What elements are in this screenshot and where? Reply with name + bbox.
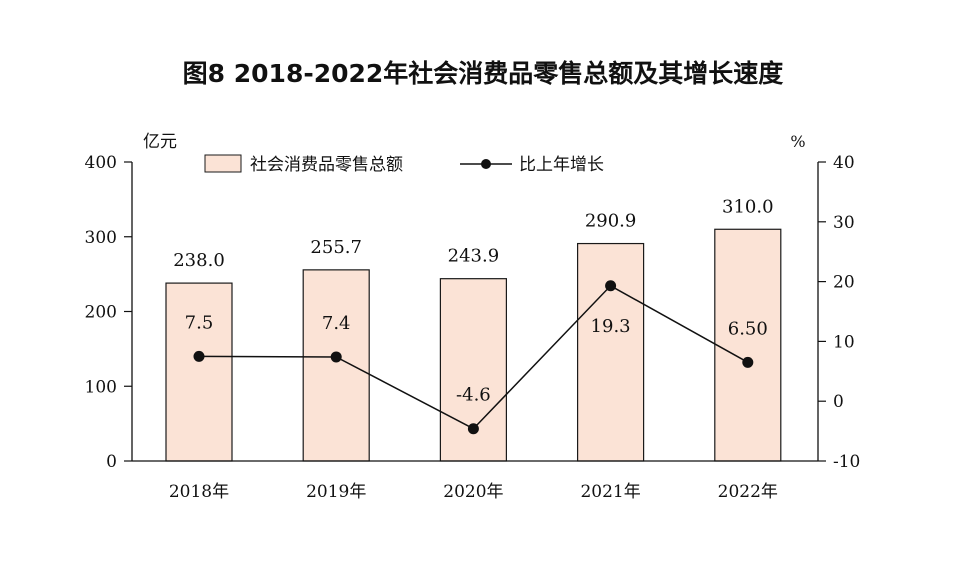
- y-tick-label-4: 400: [85, 153, 117, 173]
- bars-layer: [165, 228, 782, 462]
- y-axis-label: 亿元: [143, 132, 177, 152]
- growth-value-label-2: -4.6: [456, 385, 491, 406]
- bar-1: [302, 269, 370, 462]
- y2-tick-label-3: 20: [833, 273, 855, 293]
- legend: 社会消费品零售总额 比上年增长: [204, 154, 604, 175]
- growth-value-label-3: 19.3: [591, 316, 631, 337]
- y2-tick-label-0: -10: [833, 452, 860, 472]
- growth-point-4: [742, 356, 754, 368]
- bar-3: [576, 242, 645, 462]
- legend-marker: [481, 159, 491, 169]
- growth-value-label-0: 7.5: [185, 312, 214, 333]
- legend-swatch-bar: [204, 154, 242, 173]
- y2-tick-label-5: 40: [833, 153, 855, 173]
- y2-tick-label-4: 30: [833, 213, 855, 233]
- x-tick-label-3: 2021年: [580, 482, 640, 502]
- bar-value-label-2: 243.9: [448, 246, 500, 267]
- legend-label-bar: 社会消费品零售总额: [250, 155, 403, 175]
- growth-point-1: [330, 351, 342, 363]
- y-tick-label-0: 0: [106, 452, 117, 472]
- y-tick-label-3: 300: [85, 228, 117, 248]
- line-layer: [193, 280, 754, 435]
- bar-value-label-4: 310.0: [722, 196, 774, 217]
- y2-axis-label: %: [790, 132, 805, 151]
- growth-point-2: [467, 423, 479, 435]
- x-tick-label-1: 2019年: [306, 482, 366, 502]
- bar-value-label-3: 290.9: [585, 211, 637, 232]
- x-tick-label-4: 2022年: [718, 482, 778, 502]
- bar-value-label-1: 255.7: [310, 237, 362, 258]
- growth-point-3: [605, 280, 617, 292]
- legend-label-line: 比上年增长: [519, 155, 604, 175]
- x-tick-label-2: 2020年: [443, 482, 503, 502]
- y2-tick-label-1: 0: [833, 392, 844, 412]
- x-tick-label-0: 2018年: [169, 482, 229, 502]
- labels-layer: 238.0 255.7 243.9 290.9 310.0 7.5 7.4 -4.6 19.3 6…: [173, 196, 773, 405]
- growth-value-label-4: 6.50: [728, 318, 768, 339]
- bar-4: [714, 228, 782, 462]
- chart-title: 图8 2018-2022年社会消费品零售总额及其增长速度: [183, 59, 784, 88]
- y-tick-label-1: 100: [85, 377, 117, 397]
- growth-point-0: [193, 350, 205, 362]
- bar-2: [439, 278, 507, 462]
- growth-value-label-1: 7.4: [322, 313, 351, 334]
- y-tick-label-2: 200: [85, 303, 117, 323]
- bar-0: [165, 282, 233, 462]
- y2-tick-label-2: 10: [833, 332, 855, 352]
- axes-layer: 0 100 200 300 400 -10 0 10 20 30 40 2018年 2019年 2020年…: [85, 153, 861, 502]
- bar-value-label-0: 238.0: [173, 250, 225, 271]
